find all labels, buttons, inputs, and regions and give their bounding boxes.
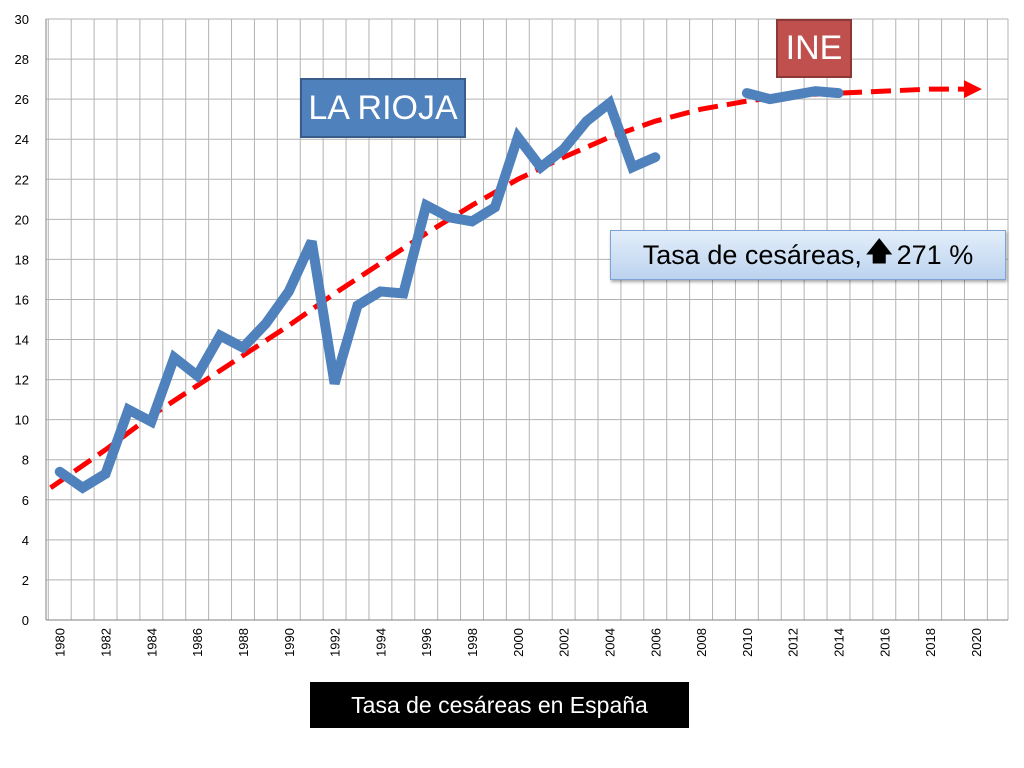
y-tick-label: 18 xyxy=(15,252,29,267)
y-tick-label: 14 xyxy=(15,333,29,348)
trend-arrow-head xyxy=(963,80,982,99)
x-tick-label: 2010 xyxy=(740,628,755,657)
x-axis-ticks: 1980 1982 1984 1986 1988 1990 1992 1994 1996 1998… xyxy=(53,628,984,657)
y-tick-label: 24 xyxy=(15,132,29,147)
x-tick-label: 1994 xyxy=(373,628,388,657)
x-tick-label: 1996 xyxy=(419,628,434,657)
x-tick-label: 2016 xyxy=(877,628,892,657)
x-tick-label: 2004 xyxy=(602,628,617,657)
x-tick-label: 1998 xyxy=(465,628,480,657)
ine-label: INE xyxy=(776,19,852,78)
x-tick-label: 2008 xyxy=(694,628,709,657)
y-tick-label: 0 xyxy=(22,613,29,628)
x-tick-label: 2002 xyxy=(557,628,572,657)
y-tick-label: 8 xyxy=(22,453,29,468)
increase-callout-text: Tasa de cesáreas, xyxy=(642,239,862,270)
x-tick-label: 1992 xyxy=(328,628,343,657)
y-tick-label: 22 xyxy=(15,172,29,187)
y-tick-label: 12 xyxy=(15,373,29,388)
x-tick-label: 2000 xyxy=(511,628,526,657)
x-tick-label: 2006 xyxy=(648,628,663,657)
x-tick-label: 2018 xyxy=(923,628,938,657)
x-tick-label: 1984 xyxy=(144,628,159,657)
x-tick-label: 1988 xyxy=(236,628,251,657)
y-tick-label: 16 xyxy=(15,292,29,307)
x-tick-label: 2012 xyxy=(786,628,801,657)
y-tick-label: 6 xyxy=(22,493,29,508)
x-tick-label: 1980 xyxy=(53,628,68,657)
axes xyxy=(45,19,1008,621)
y-tick-label: 30 xyxy=(15,12,29,27)
y-tick-label: 28 xyxy=(15,52,29,67)
arrow-up-icon: 🡅 xyxy=(865,236,893,266)
x-tick-label: 2020 xyxy=(969,628,984,657)
increase-callout: Tasa de cesáreas, 🡅 271 % xyxy=(610,230,1006,280)
x-tick-label: 2014 xyxy=(832,628,847,657)
increase-callout-value: 271 % xyxy=(896,239,974,270)
y-tick-label: 10 xyxy=(15,413,29,428)
x-tick-label: 1982 xyxy=(99,628,114,657)
x-axis-title: Tasa de cesáreas en España xyxy=(310,682,689,728)
series-layer xyxy=(49,80,982,494)
x-tick-label: 1990 xyxy=(282,628,297,657)
la-rioja-label: LA RIOJA xyxy=(300,78,466,138)
grid-lines xyxy=(46,18,1009,621)
y-tick-label: 2 xyxy=(22,573,29,588)
series-line-segment-1 xyxy=(54,94,661,494)
y-tick-label: 26 xyxy=(15,92,29,107)
x-tick-label: 1986 xyxy=(190,628,205,657)
y-tick-label: 4 xyxy=(22,533,29,548)
y-tick-label: 20 xyxy=(15,212,29,227)
